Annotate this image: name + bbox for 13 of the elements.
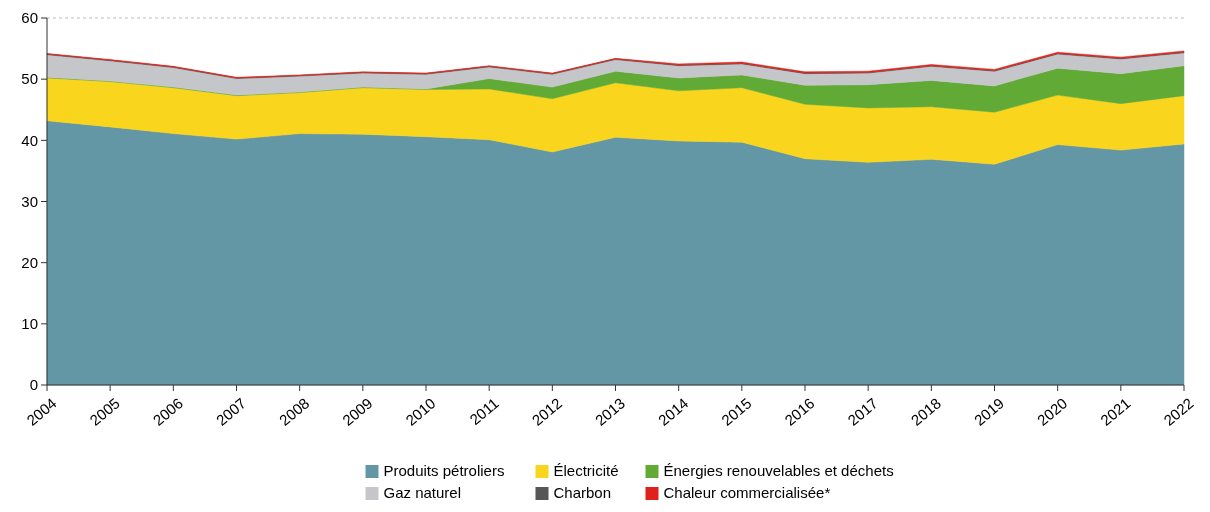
y-tick-label: 10 (21, 315, 38, 333)
y-tick-label: 50 (21, 70, 38, 88)
y-tick-label: 20 (21, 253, 38, 271)
legend-label: Énergies renouvelables et déchets (663, 462, 894, 480)
y-tick-label: 0 (29, 376, 38, 394)
legend-label: Produits pétroliers (383, 462, 505, 480)
y-tick-label: 40 (21, 131, 38, 149)
y-tick-label: 30 (21, 192, 38, 210)
legend-label: Électricité (553, 462, 619, 480)
legend-label: Gaz naturel (383, 484, 462, 502)
y-tick-label: 60 (21, 9, 38, 27)
legend-label: Charbon (553, 484, 612, 502)
legend-label: Chaleur commercialisée* (663, 484, 831, 502)
